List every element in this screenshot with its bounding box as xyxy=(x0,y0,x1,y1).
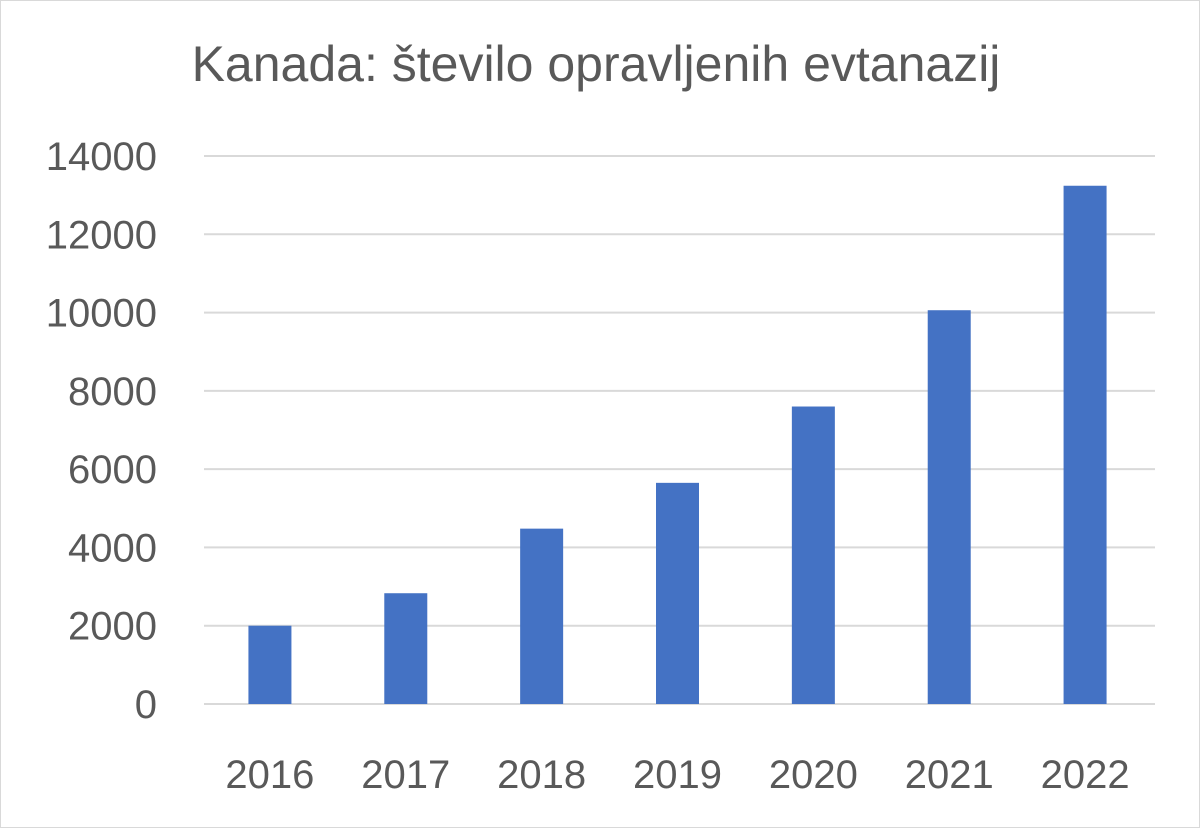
bar-2021 xyxy=(927,310,971,704)
x-tick-label: 2017 xyxy=(361,753,450,797)
bar-2017 xyxy=(384,593,428,704)
x-tick-label: 2016 xyxy=(225,753,314,797)
y-tick-label: 12000 xyxy=(46,213,157,257)
bar-2020 xyxy=(791,406,835,704)
y-tick-label: 8000 xyxy=(68,370,157,414)
y-tick-label: 0 xyxy=(135,683,157,727)
y-axis-ticks: 0 2000 4000 6000 8000 10000 12000 14000 xyxy=(46,135,157,727)
y-tick-label: 4000 xyxy=(68,526,157,570)
bar-2019 xyxy=(656,482,699,704)
x-tick-label: 2020 xyxy=(769,753,858,797)
bars xyxy=(248,185,1107,705)
y-tick-label: 14000 xyxy=(46,135,157,179)
chart-title: Kanada: število opravljenih evtanazij xyxy=(191,36,1001,92)
x-tick-label: 2022 xyxy=(1041,753,1130,797)
x-tick-label: 2019 xyxy=(633,753,722,797)
y-tick-label: 2000 xyxy=(68,605,157,649)
bar-2022 xyxy=(1063,185,1107,705)
x-tick-label: 2018 xyxy=(497,753,586,797)
y-tick-label: 6000 xyxy=(68,448,157,492)
bar-2018 xyxy=(520,528,564,704)
y-tick-label: 10000 xyxy=(46,292,157,336)
bar-2016 xyxy=(248,625,292,704)
x-axis-ticks: 2016 2017 2018 2019 2020 2021 2022 xyxy=(225,753,1129,797)
x-tick-label: 2021 xyxy=(905,753,994,797)
